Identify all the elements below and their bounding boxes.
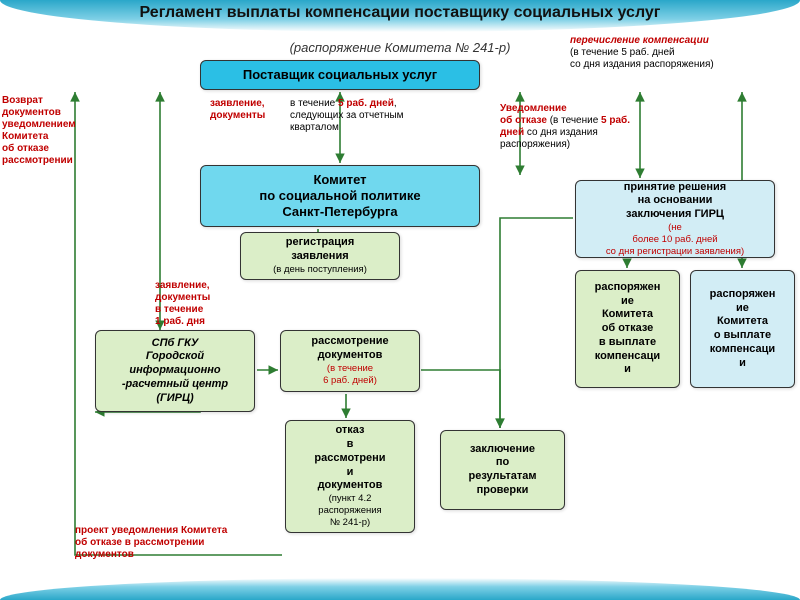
node-registration-sub: (в день поступления): [273, 264, 367, 276]
node-decision-text: принятие решенияна основаниизаключения Г…: [624, 181, 726, 222]
node-review: рассмотрениедокументов(в течение6 раб. д…: [280, 330, 420, 392]
node-registration: регистрациязаявления(в день поступления): [240, 232, 400, 280]
node-order_pay: распоряжениеКомитетао выплатекомпенсации: [690, 270, 795, 388]
node-girc: СПб ГКУГородскойинформационно-расчетный …: [95, 330, 255, 412]
node-conclusion: заключениепорезультатампроверки: [440, 430, 565, 510]
node-review-sub: (в течение6 раб. дней): [323, 363, 377, 387]
node-decision: принятие решенияна основаниизаключения Г…: [575, 180, 775, 258]
arrow-10: [500, 218, 573, 428]
node-refusal-text: отказврассмотрениидокументов: [314, 424, 385, 493]
node-order_refuse: распоряжениеКомитетаоб отказев выплатеко…: [575, 270, 680, 388]
label-app_docs: заявление,документы: [210, 98, 265, 122]
node-registration-text: регистрациязаявления: [286, 236, 354, 264]
arrow-9: [421, 370, 500, 428]
page-title: Регламент выплаты компенсации поставщику…: [0, 4, 800, 22]
node-review-text: рассмотрениедокументов: [311, 335, 388, 363]
node-refusal: отказврассмотрениидокументов(пункт 4.2ра…: [285, 420, 415, 533]
node-girc-text: СПб ГКУГородскойинформационно-расчетный …: [122, 337, 228, 406]
label-transfer: перечисление компенсации(в течение 5 раб…: [570, 35, 714, 71]
label-app_docs2: заявление,документыв течение1 раб. дня: [155, 280, 210, 328]
wave-bottom: [0, 578, 800, 600]
node-decision-sub: (неболее 10 раб. днейсо дня регистрации …: [606, 222, 744, 258]
node-committee: Комитетпо социальной политикеСанкт-Петер…: [200, 165, 480, 227]
node-refusal-sub: (пункт 4.2распоряжения№ 241-р): [318, 493, 381, 529]
label-return_docs: ВозвратдокументовуведомлениемКомитетаоб …: [2, 95, 76, 167]
label-project_notice: проект уведомления Комитетаоб отказе в р…: [75, 525, 227, 561]
label-within5: в течение 5 раб. дней,следующих за отчет…: [290, 98, 404, 134]
node-provider-text: Поставщик социальных услуг: [243, 67, 437, 83]
node-conclusion-text: заключениепорезультатампроверки: [469, 443, 537, 498]
node-order_pay-text: распоряжениеКомитетао выплатекомпенсации: [710, 288, 776, 371]
node-committee-text: Комитетпо социальной политикеСанкт-Петер…: [259, 172, 420, 221]
node-provider: Поставщик социальных услуг: [200, 60, 480, 90]
label-notice_refuse: Уведомлениеоб отказе (в течение 5 раб.дн…: [500, 103, 630, 151]
node-order_refuse-text: распоряжениеКомитетаоб отказев выплатеко…: [595, 281, 661, 377]
